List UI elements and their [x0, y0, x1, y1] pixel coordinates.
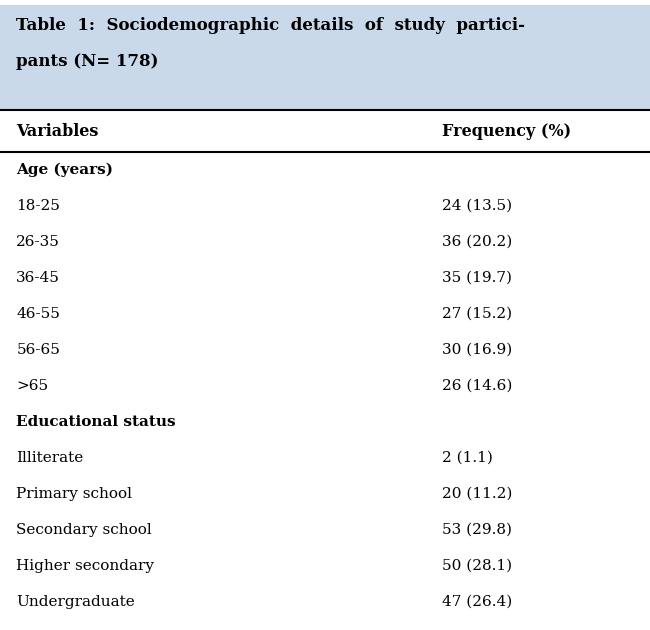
Text: Educational status: Educational status	[16, 415, 176, 429]
Text: Primary school: Primary school	[16, 487, 132, 501]
Text: 50 (28.1): 50 (28.1)	[442, 559, 512, 573]
Text: 2 (1.1): 2 (1.1)	[442, 451, 493, 465]
Text: Table  1:  Sociodemographic  details  of  study  partici-: Table 1: Sociodemographic details of stu…	[16, 17, 525, 34]
Text: >65: >65	[16, 379, 48, 393]
Text: 56-65: 56-65	[16, 343, 60, 357]
Text: 27 (15.2): 27 (15.2)	[442, 307, 512, 321]
Text: 26 (14.6): 26 (14.6)	[442, 379, 512, 393]
Text: 20 (11.2): 20 (11.2)	[442, 487, 512, 501]
Text: 53 (29.8): 53 (29.8)	[442, 523, 512, 537]
Text: pants (N= 178): pants (N= 178)	[16, 53, 159, 70]
Text: 30 (16.9): 30 (16.9)	[442, 343, 512, 357]
Text: 36-45: 36-45	[16, 271, 60, 285]
Text: Higher secondary: Higher secondary	[16, 559, 154, 573]
Text: Variables: Variables	[16, 122, 99, 139]
Text: Undergraduate: Undergraduate	[16, 595, 135, 609]
Text: 36 (20.2): 36 (20.2)	[442, 235, 512, 249]
Text: 18-25: 18-25	[16, 199, 60, 213]
Text: 26-35: 26-35	[16, 235, 60, 249]
Text: Age (years): Age (years)	[16, 163, 113, 177]
Text: 24 (13.5): 24 (13.5)	[442, 199, 512, 213]
Text: 35 (19.7): 35 (19.7)	[442, 271, 512, 285]
Bar	[0, 5, 650, 110]
Text: 47 (26.4): 47 (26.4)	[442, 595, 512, 609]
Text: Illiterate: Illiterate	[16, 451, 83, 465]
Text: Secondary school: Secondary school	[16, 523, 152, 537]
Text: Frequency (%): Frequency (%)	[442, 122, 571, 139]
Text: 46-55: 46-55	[16, 307, 60, 321]
